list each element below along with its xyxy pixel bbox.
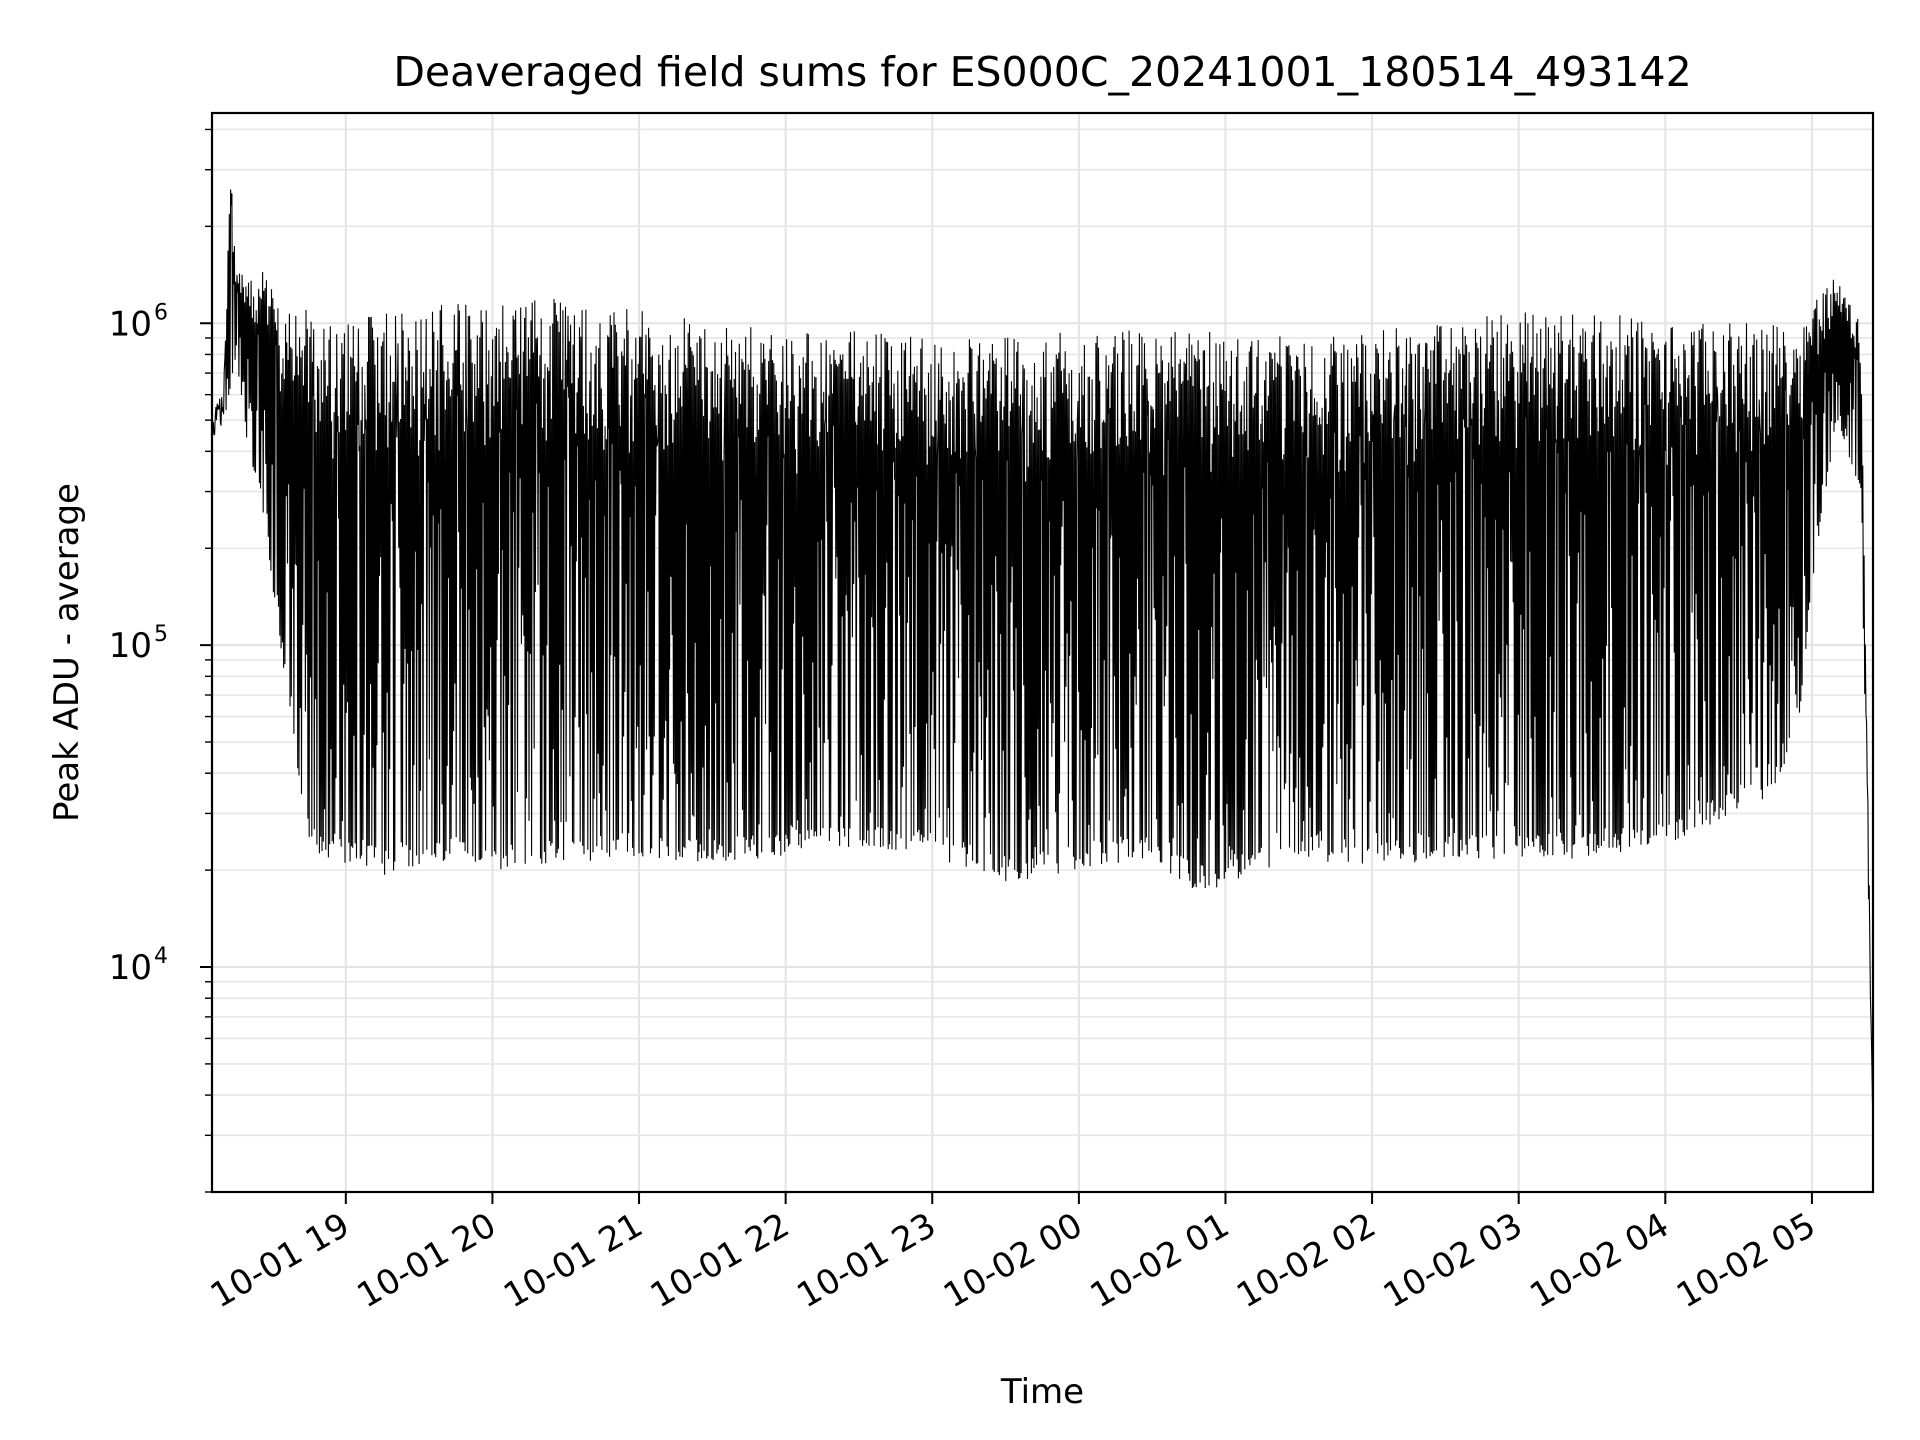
y-tick-label: 10 — [109, 304, 152, 344]
y-axis-label: Peak ADU - average — [47, 483, 87, 822]
y-tick-exponent: 6 — [154, 300, 168, 325]
x-axis-label: Time — [1000, 1372, 1084, 1412]
chart-title: Deaveraged field sums for ES000C_2024100… — [393, 48, 1691, 96]
y-tick-base: 10 — [109, 948, 152, 988]
y-tick-exponent: 5 — [154, 622, 168, 647]
y-tick-label: 10 — [109, 948, 152, 988]
series-layer — [210, 189, 1874, 1136]
series-line — [210, 189, 1874, 1136]
plot-frame — [210, 111, 1875, 1194]
y-tick-exponent: 4 — [154, 944, 168, 969]
y-tick-base: 10 — [109, 626, 152, 666]
y-tick-label: 10 — [109, 626, 152, 666]
y-tick-base: 10 — [109, 304, 152, 344]
